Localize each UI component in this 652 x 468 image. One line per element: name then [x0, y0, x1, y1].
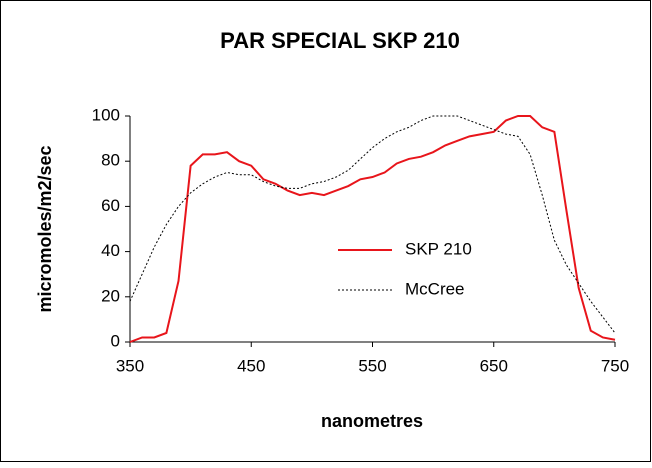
- legend-label: McCree: [405, 279, 465, 298]
- chart-title: PAR SPECIAL SKP 210: [220, 28, 460, 53]
- x-tick-label: 350: [116, 356, 144, 375]
- legend-label: SKP 210: [405, 239, 472, 258]
- y-tick-label: 0: [111, 331, 120, 350]
- y-tick-label: 40: [101, 241, 120, 260]
- line-series: [129, 115, 616, 334]
- line-series: [129, 115, 616, 343]
- x-tick-label: 450: [237, 356, 265, 375]
- x-axis-label: nanometres: [321, 411, 423, 431]
- x-tick-label: 750: [601, 356, 629, 375]
- y-tick-label: 100: [92, 105, 120, 124]
- x-tick-label: 650: [480, 356, 508, 375]
- y-tick-label: 80: [101, 151, 120, 170]
- y-axis-label: micromoles/m2/sec: [35, 145, 55, 312]
- y-tick-label: 60: [101, 196, 120, 215]
- x-tick-label: 550: [358, 356, 386, 375]
- y-tick-label: 20: [101, 286, 120, 305]
